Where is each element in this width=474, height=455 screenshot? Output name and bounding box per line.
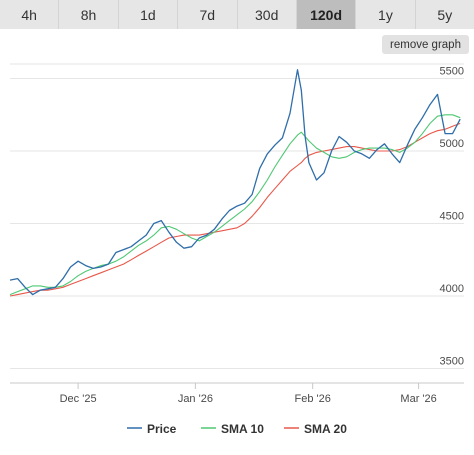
tab-1d[interactable]: 1d — [118, 0, 179, 29]
series-line-sma-10 — [9, 114, 461, 296]
x-tick-label: Feb '26 — [294, 393, 330, 405]
series-lines — [9, 69, 461, 297]
series-line-price — [9, 69, 461, 296]
tab-1y[interactable]: 1y — [356, 0, 416, 29]
y-tick-label: 4500 — [440, 211, 464, 223]
y-tick-label: 4000 — [440, 283, 464, 295]
x-axis: Dec '25 Jan '26 Feb '26 Mar '26 — [60, 383, 437, 405]
legend: Price SMA 10 SMA 20 — [127, 422, 347, 436]
y-axis: 3500 4000 4500 5000 5500 — [440, 66, 464, 368]
remove-graph-button[interactable]: remove graph — [382, 35, 469, 54]
x-tick-label: Dec '25 — [60, 393, 97, 405]
tab-8h[interactable]: 8h — [59, 0, 119, 29]
tab-30d[interactable]: 30d — [237, 0, 297, 29]
legend-item[interactable]: SMA 20 — [304, 422, 347, 436]
tab-7d[interactable]: 7d — [178, 0, 238, 29]
legend-item[interactable]: Price — [147, 422, 177, 436]
x-tick-label: Mar '26 — [400, 393, 436, 405]
tab-4h[interactable]: 4h — [0, 0, 60, 29]
y-tick-label: 5500 — [440, 66, 464, 78]
tab-5y[interactable]: 5y — [415, 0, 474, 29]
tab-120d[interactable]: 120d — [296, 0, 357, 29]
timeframe-tabs: 4h 8h 1d 7d 30d 120d 1y 5y — [0, 0, 474, 29]
y-tick-label: 5000 — [440, 138, 464, 150]
grid — [10, 63, 464, 384]
legend-item[interactable]: SMA 10 — [221, 422, 264, 436]
y-tick-label: 3500 — [440, 356, 464, 368]
x-tick-label: Jan '26 — [178, 393, 213, 405]
series-line-sma-20 — [9, 122, 461, 297]
